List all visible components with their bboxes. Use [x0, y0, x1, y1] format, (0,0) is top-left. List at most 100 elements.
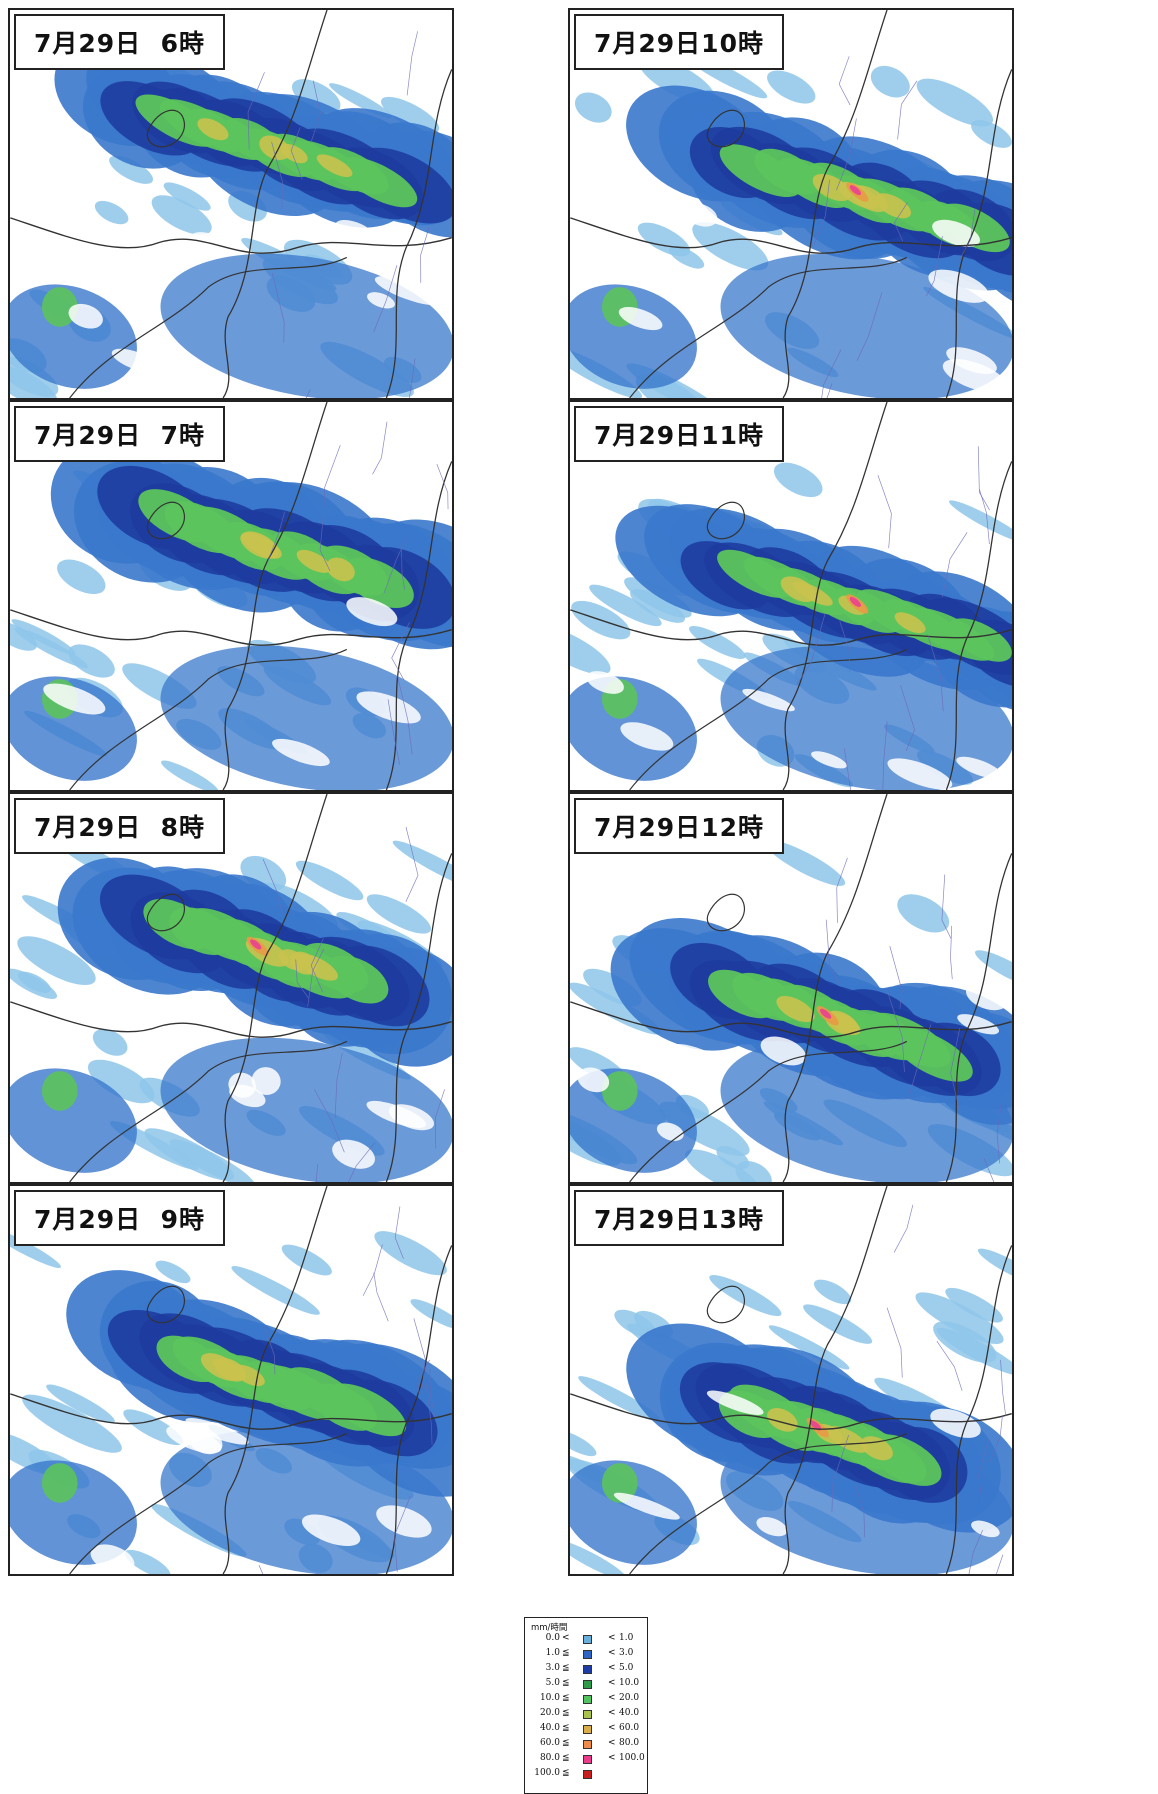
radar-map: [10, 1186, 452, 1574]
legend-row: 1.0 ≦ < 3.0: [525, 1647, 647, 1662]
clear-area: [942, 359, 1007, 393]
clear-area: [367, 292, 395, 309]
municipal-boundary: [436, 464, 449, 510]
municipal-boundary: [925, 236, 943, 297]
island-outline: [146, 893, 186, 932]
prefecture-boundary: [69, 1040, 348, 1182]
municipal-boundary: [324, 444, 341, 508]
light-rain-area: [151, 195, 212, 235]
legend-upper: 60.0: [619, 1723, 640, 1733]
municipal-boundary: [310, 80, 321, 143]
prefecture-boundary: [629, 1432, 908, 1574]
clear-area: [376, 1505, 432, 1538]
light-rain-area: [155, 1260, 191, 1284]
legend-operator: ≦: [562, 1693, 570, 1703]
municipal-boundary: [362, 1244, 383, 1296]
very-intense-rain-area: [894, 612, 926, 634]
municipal-boundary: [968, 1529, 983, 1574]
legend-swatch: [583, 1650, 592, 1659]
panel-timestamp: 7月29日 9時: [14, 1190, 225, 1246]
legend-lower: 100.0: [534, 1768, 560, 1778]
prefecture-boundary: [69, 1432, 348, 1574]
very-intense-rain-area: [200, 1353, 242, 1381]
light-rain-area: [915, 1292, 1004, 1345]
legend-row: 100.0 ≦: [525, 1767, 647, 1782]
light-rain-area: [630, 589, 685, 623]
clear-area: [706, 1390, 764, 1415]
clear-area: [577, 1067, 610, 1093]
clear-area: [182, 622, 221, 642]
legend-swatch: [583, 1725, 592, 1734]
light-rain-area: [692, 222, 769, 271]
radar-map: [570, 10, 1012, 398]
moderate-rain-area: [10, 676, 137, 781]
light-rain-area: [945, 1287, 1003, 1323]
municipal-boundary: [310, 938, 324, 993]
radar-panel-1200: 7月29日12時: [568, 792, 1014, 1184]
intense-rain-area: [327, 1383, 407, 1437]
island-outline: [146, 501, 186, 540]
legend-swatch: [583, 1665, 592, 1674]
municipal-boundary: [373, 1272, 389, 1322]
municipal-boundary: [391, 622, 410, 681]
municipal-boundary: [401, 546, 405, 590]
light-rain-area: [163, 182, 211, 211]
municipal-boundary: [877, 474, 892, 549]
municipal-boundary: [266, 511, 286, 565]
panel-timestamp: 7月29日12時: [574, 798, 784, 854]
legend-row: 20.0 ≦ < 40.0: [525, 1707, 647, 1722]
extreme-rain-core: [250, 939, 262, 950]
moderate-rain-area: [160, 645, 452, 790]
isolated-rain-cell: [41, 1071, 78, 1111]
very-intense-rain-area: [316, 154, 353, 178]
clear-area: [272, 738, 330, 767]
municipal-boundary: [854, 1483, 866, 1538]
light-rain-area: [123, 1409, 184, 1446]
prefecture-boundary: [782, 794, 888, 1182]
very-intense-rain-area: [776, 995, 815, 1023]
municipal-boundary: [813, 179, 830, 245]
legend-less-than: <: [608, 1723, 616, 1733]
prefecture-boundary: [629, 256, 908, 398]
legend-upper: 5.0: [619, 1663, 634, 1673]
legend-swatch: [583, 1740, 592, 1749]
very-intense-rain-area: [767, 1408, 798, 1432]
clear-area: [332, 1139, 375, 1169]
clear-area: [166, 1425, 222, 1454]
light-rain-area: [570, 1539, 627, 1574]
clear-area: [185, 1418, 249, 1445]
panel-timestamp: 7月29日10時: [574, 14, 784, 70]
moderate-rain-area: [10, 1460, 137, 1565]
legend-less-than: <: [608, 1678, 616, 1688]
island-outline: [706, 109, 746, 148]
clear-area: [756, 1517, 788, 1537]
municipal-boundary: [989, 1415, 1003, 1463]
municipal-boundary: [434, 1089, 445, 1149]
municipal-boundary: [983, 1158, 995, 1182]
legend-upper: 100.0: [619, 1753, 645, 1763]
legend-less-than: <: [608, 1663, 616, 1673]
radar-panel-0600: 7月29日 6時: [8, 8, 454, 400]
coastline: [10, 609, 452, 646]
light-rain-area: [17, 936, 96, 986]
municipal-boundary: [372, 421, 388, 475]
legend-upper: 80.0: [619, 1738, 640, 1748]
municipal-boundary: [979, 489, 990, 545]
light-rain-area: [169, 1139, 256, 1182]
legend-row: 3.0 ≦ < 5.0: [525, 1662, 647, 1677]
municipal-boundary: [396, 674, 413, 755]
clear-area: [301, 1514, 361, 1546]
panel-timestamp: 7月29日 8時: [14, 798, 225, 854]
clear-area: [971, 1520, 1000, 1538]
clear-area: [683, 203, 718, 227]
intense-rain-area: [948, 618, 1012, 662]
prefecture-boundary: [782, 402, 888, 790]
legend-operator: ≦: [562, 1723, 570, 1733]
municipal-boundary: [996, 1554, 1004, 1574]
light-rain-area: [773, 462, 823, 498]
light-rain-area: [10, 621, 37, 651]
municipal-boundary: [420, 226, 430, 283]
municipal-boundary: [387, 699, 401, 765]
legend-less-than: <: [608, 1753, 616, 1763]
legend-swatch: [583, 1680, 592, 1689]
